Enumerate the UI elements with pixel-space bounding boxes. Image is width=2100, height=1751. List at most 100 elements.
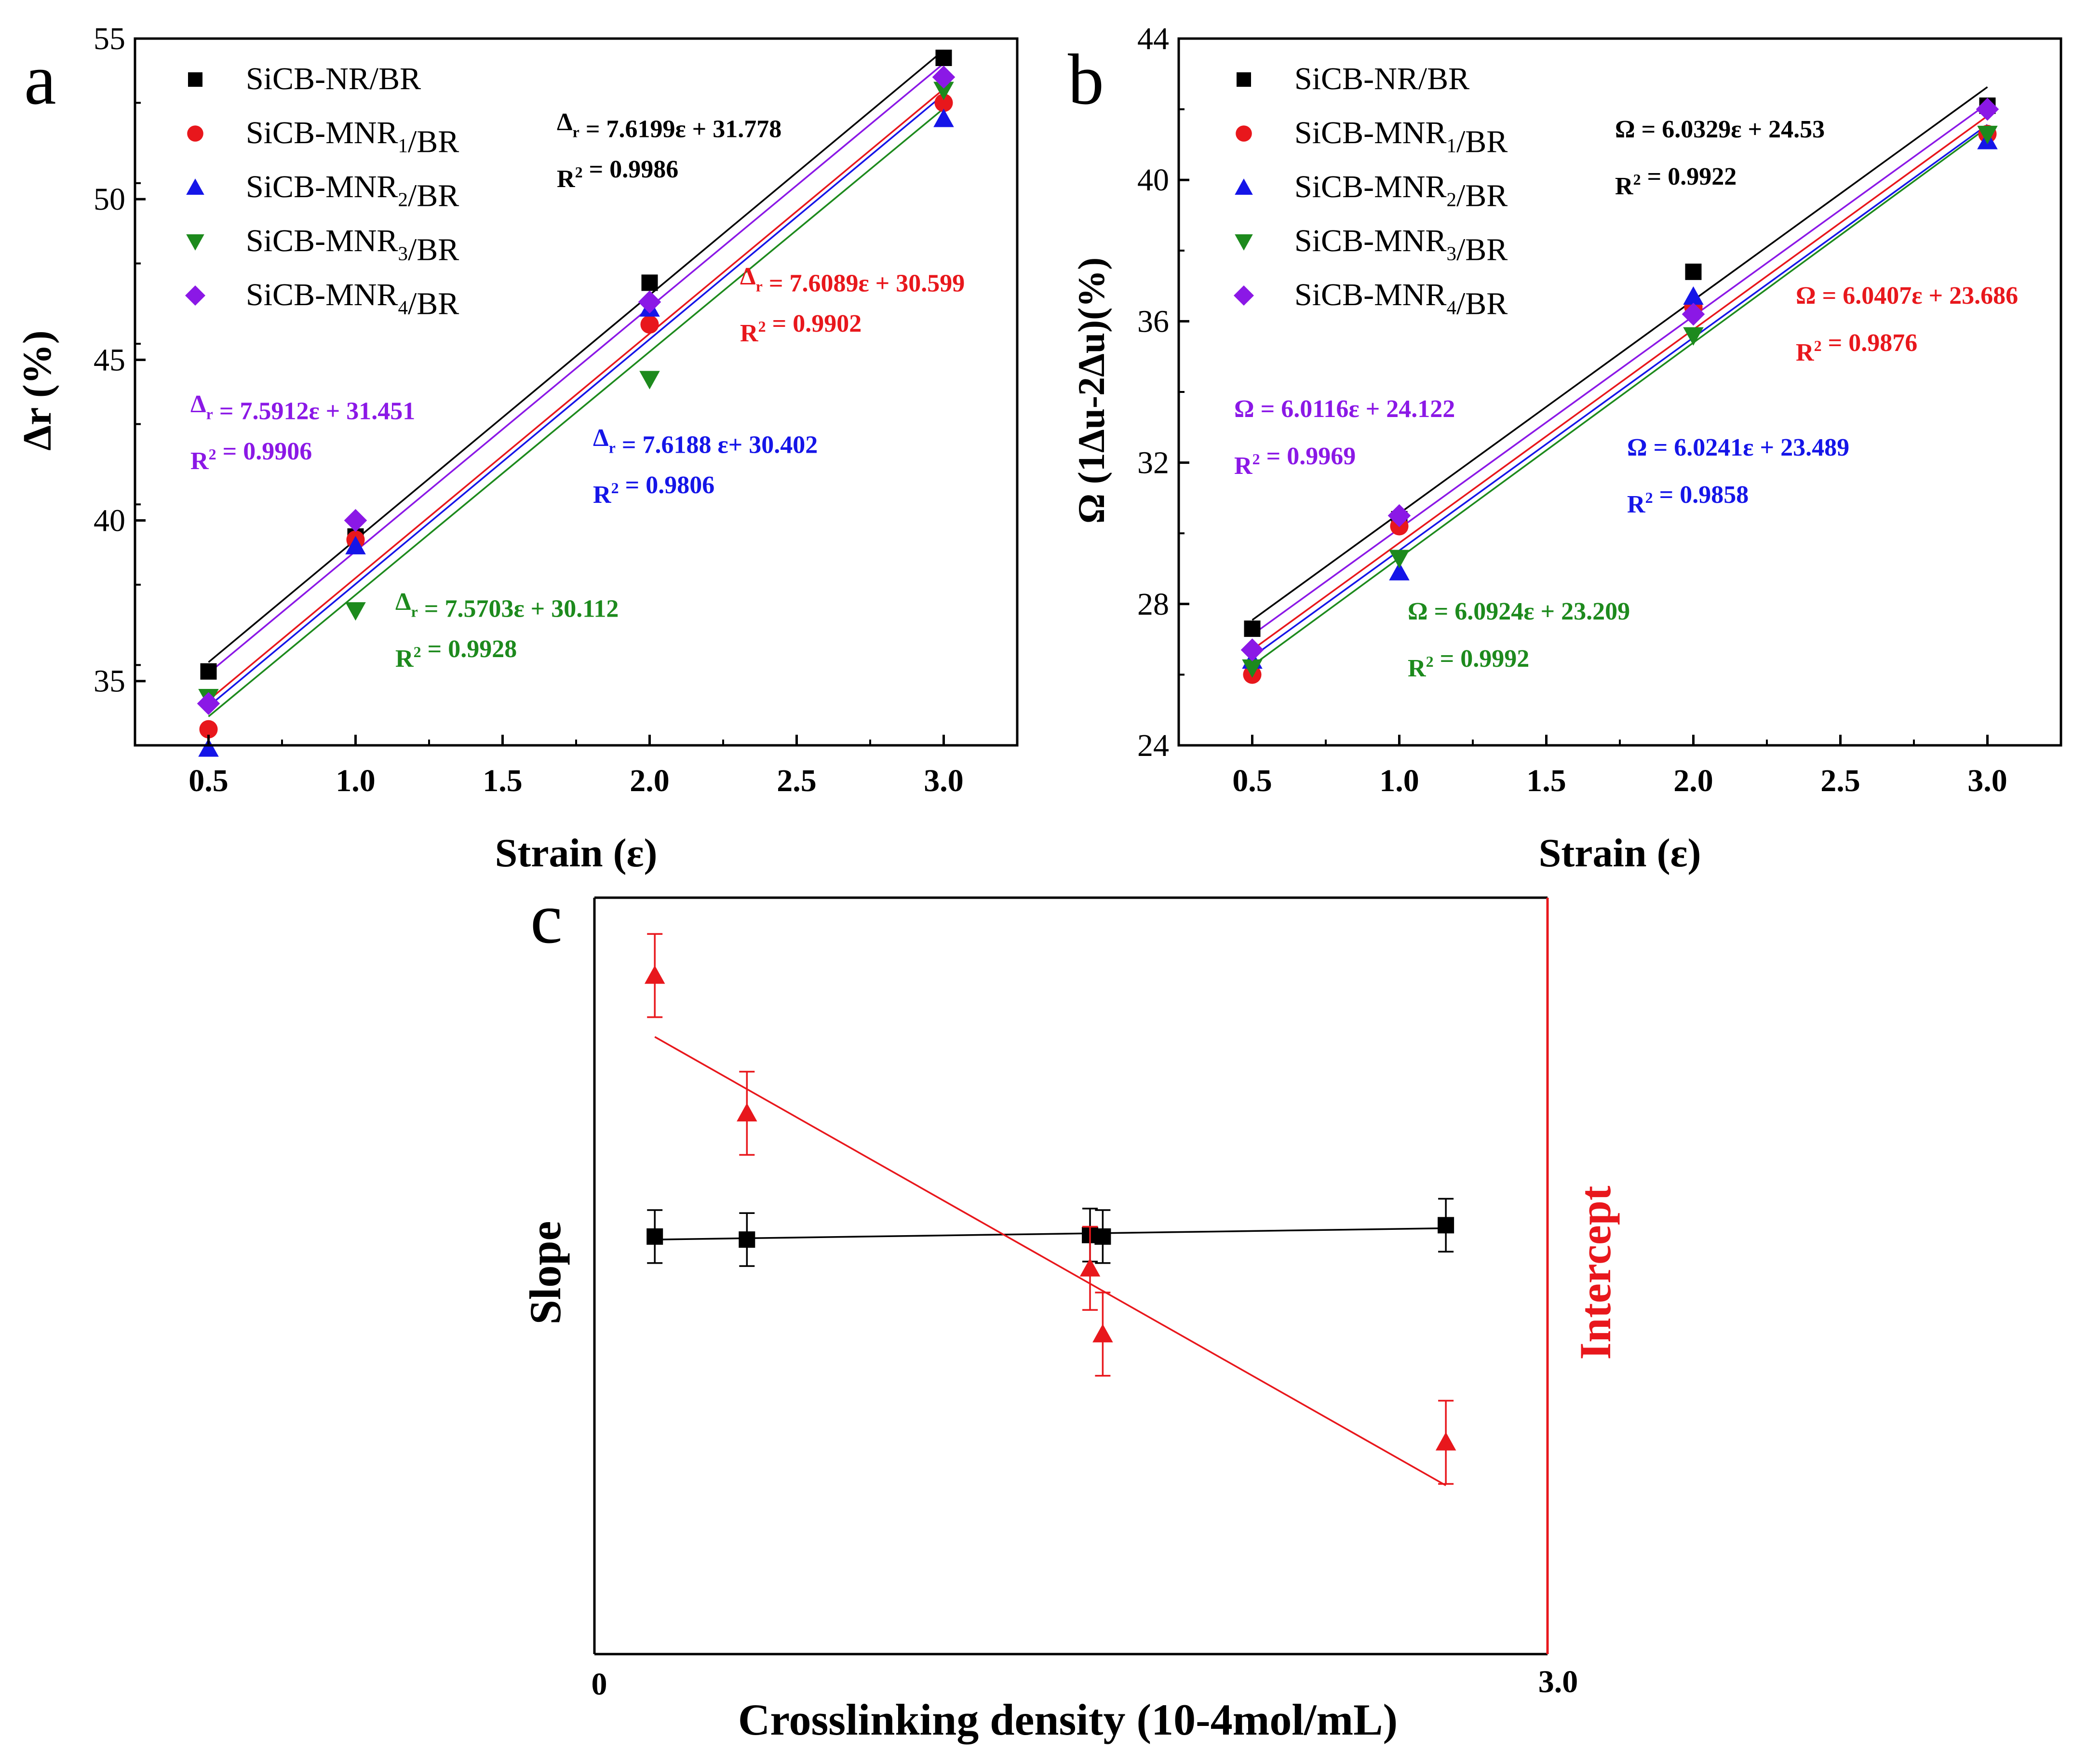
panel-a-fit-equation-4: Δr = 7.5912ε + 31.451 [190, 391, 415, 425]
panel-b-x-axis: 0.5 1.0 1.5 2.0 2.5 3.0 [1232, 735, 2007, 798]
panel-b-x-tick-label-3: 2.0 [1673, 763, 1713, 798]
panel-c-x-tick-label-1: 3.0 [1538, 1664, 1578, 1699]
panel-b-data [1240, 86, 1999, 684]
panel-a-x-axis: 0.5 1.0 1.5 2.0 2.5 3.0 [188, 735, 964, 798]
panel-c-x-tick-label-0: 0 [592, 1667, 607, 1702]
panel-a-point-3-1 [345, 602, 366, 621]
panel-b-y-tick-label-1: 28 [1137, 587, 1169, 622]
panel-c: c 0 3.0 Crosslinking density (10-4mol/mL… [521, 878, 1620, 1744]
panel-a-x-tick-label-5: 3.0 [924, 763, 964, 798]
panel-b-x-tick-label-1: 1.0 [1379, 763, 1419, 798]
panel-a-legend-label-2: SiCB-MNR2/BR [246, 169, 459, 213]
panel-b-point-0-0 [1244, 620, 1261, 637]
panel-a-fit-equation-2: Δr = 7.6188 ε+ 30.402 [593, 424, 818, 459]
panel-a-fit-line-0 [208, 49, 944, 663]
panel-a-point-4-3 [932, 66, 956, 89]
panel-a-data [197, 49, 956, 757]
panel-a-point-1-0 [199, 720, 218, 739]
panel-a-legend-marker-3 [186, 234, 204, 251]
panel-b-legend: SiCB-NR/BR SiCB-MNR1/BR SiCB-MNR2/BR SiCB-M… [1234, 61, 1508, 321]
panel-b-y-tick-label-3: 36 [1137, 304, 1169, 339]
panel-a-point-1-3 [934, 94, 953, 112]
panel-b-x-axis-title: Strain (ε) [1539, 831, 1701, 876]
panel-c-fit-line-0 [655, 1227, 1446, 1240]
panel-a-x-tick-label-2: 1.5 [483, 763, 523, 798]
panel-b-x-tick-label-2: 1.5 [1526, 763, 1566, 798]
panel-b-point-3-2 [1683, 327, 1704, 346]
panel-a-point-3-3 [933, 81, 954, 100]
panel-a-y-tick-label-2: 45 [94, 342, 125, 377]
panel-a-point-4-0 [197, 692, 220, 715]
panel-a-legend-label-0: SiCB-NR/BR [246, 61, 421, 96]
panel-label-b: b [1068, 40, 1104, 120]
panel-b-fit-equation-3: Ω = 6.0924ε + 23.209 [1408, 598, 1630, 625]
panel-a-point-4-2 [638, 290, 661, 314]
panel-a-fit-line-3 [208, 108, 944, 717]
panel-b-legend-label-1: SiCB-MNR1/BR [1294, 115, 1508, 159]
panel-a-point-0-3 [935, 49, 952, 66]
panel-b-legend-label-0: SiCB-NR/BR [1294, 61, 1469, 96]
panel-a-fit-r2-2: R2 = 0.9806 [593, 471, 714, 509]
panel-b-point-4-3 [1976, 97, 1999, 121]
panel-c-point-0-4 [1438, 1217, 1454, 1234]
panel-c-fit-line-1 [654, 1036, 1446, 1486]
panel-b-point-0-2 [1685, 263, 1702, 280]
panel-c-point-1-0 [644, 965, 665, 984]
panel-b-legend-marker-3 [1235, 234, 1253, 251]
panel-a-point-2-3 [933, 108, 954, 127]
panel-c-point-1-1 [737, 1103, 757, 1122]
panel-a-fit-r2-4: R2 = 0.9906 [190, 438, 312, 475]
panel-a-legend-label-1: SiCB-MNR1/BR [246, 115, 459, 159]
panel-b-fit-line-0 [1252, 86, 1988, 621]
panel-a-legend-label-4: SiCB-MNR4/BR [246, 277, 459, 321]
panel-a-fit-r2-3: R2 = 0.9928 [395, 635, 517, 673]
panel-a-x-tick-label-1: 1.0 [336, 763, 376, 798]
panel-b-x-tick-label-5: 3.0 [1967, 763, 2007, 798]
panel-a-legend-label-3: SiCB-MNR3/BR [246, 223, 459, 267]
panel-c-x-axis-title: Crosslinking density (10-4mol/mL) [738, 1695, 1398, 1744]
panel-a-point-2-1 [345, 536, 366, 554]
panel-b-y-tick-label-4: 40 [1137, 162, 1169, 198]
panel-b-fit-r2-2: R2 = 0.9858 [1627, 481, 1749, 518]
panel-b-point-4-1 [1387, 504, 1411, 527]
panel-b: b 0.5 1.0 1.5 2.0 2.5 3.0 24 28 32 36 40 44 Strain… [1068, 21, 2062, 876]
panel-b-legend-label-4: SiCB-MNR4/BR [1294, 277, 1508, 321]
panel-b-legend-marker-0 [1237, 72, 1251, 87]
panel-a-y-tick-label-3: 50 [94, 182, 125, 217]
panel-b-fit-r2-4: R2 = 0.9969 [1234, 443, 1356, 480]
panel-b-fit-line-4 [1252, 103, 1988, 636]
panel-c-left-axis-title: Slope [521, 1221, 570, 1325]
panel-a-y-axis: 35 40 45 50 55 [94, 21, 146, 746]
panel-c-right-axis-title: Intercept [1571, 1185, 1620, 1360]
panel-a-x-tick-label-0: 0.5 [188, 763, 229, 798]
panel-b-point-3-1 [1389, 550, 1410, 568]
panel-a-legend-marker-2 [186, 178, 204, 195]
panel-b-fit-equation-1: Ω = 6.0407ε + 23.686 [1796, 282, 2018, 310]
panel-b-point-3-0 [1242, 659, 1263, 678]
panel-b-point-4-0 [1240, 638, 1264, 661]
panel-b-fit-line-3 [1252, 126, 1988, 667]
panel-c-point-1-3 [1092, 1324, 1113, 1343]
panel-c-point-1-4 [1435, 1432, 1456, 1451]
panel-b-legend-label-3: SiCB-MNR3/BR [1294, 223, 1508, 267]
panel-a-fit-line-1 [208, 88, 944, 701]
panel-b-x-tick-label-4: 2.5 [1820, 763, 1860, 798]
panel-a-x-tick-label-4: 2.5 [777, 763, 817, 798]
panel-b-point-2-1 [1389, 562, 1410, 580]
panel-c-point-0-1 [739, 1231, 755, 1248]
panel-a-y-tick-label-4: 55 [94, 21, 125, 56]
panel-b-fit-equation-4: Ω = 6.0116ε + 24.122 [1234, 395, 1455, 423]
panel-a-fit-line-4 [208, 63, 944, 674]
panel-a-point-2-0 [198, 738, 219, 757]
panel-a: a 0.5 1.0 1.5 2.0 2.5 3.0 35 40 45 50 55 Strain (… [15, 21, 1019, 876]
panel-b-fit-line-2 [1252, 124, 1988, 658]
panel-a-fit-equation-1: Δr = 7.6089ε + 30.599 [740, 263, 965, 297]
panel-b-legend-marker-2 [1235, 178, 1253, 195]
panel-b-fit-r2-1: R2 = 0.9876 [1796, 329, 1917, 366]
panel-a-y-tick-label-0: 35 [94, 664, 125, 699]
panel-a-point-0-0 [200, 663, 217, 680]
panel-b-y-axis: 24 28 32 36 40 44 [1137, 21, 1189, 763]
panel-b-fit-equation-2: Ω = 6.0241ε + 23.489 [1627, 434, 1849, 461]
panel-a-point-3-2 [639, 371, 660, 390]
